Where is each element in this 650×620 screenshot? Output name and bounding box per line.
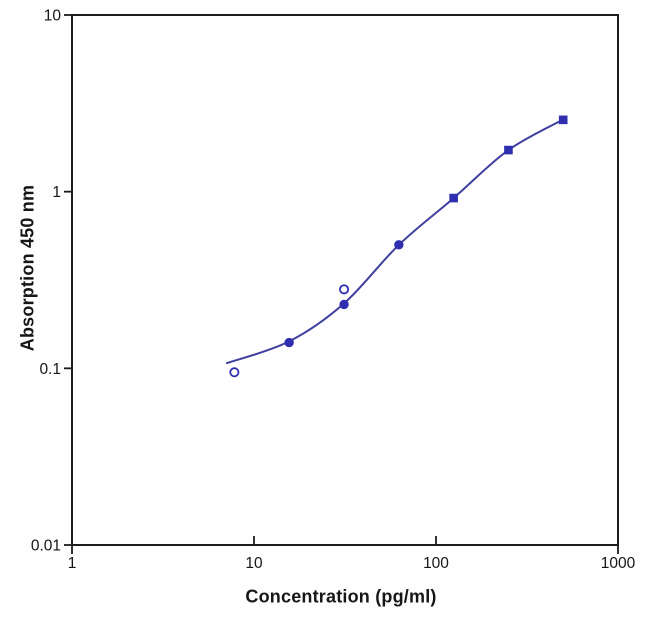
x-tick-label: 1 — [68, 555, 77, 572]
data-point-square — [558, 115, 568, 125]
data-point-square — [504, 145, 513, 155]
data-point-filled — [339, 299, 349, 310]
x-tick-label: 10 — [245, 555, 263, 572]
y-tick-label: 0.1 — [39, 361, 61, 378]
data-point-filled — [284, 337, 294, 348]
data-point-filled — [394, 240, 404, 250]
x-tick-label: 100 — [423, 555, 449, 572]
fit-curve — [225, 118, 565, 365]
data-point-open — [229, 367, 240, 378]
y-tick-label: 0.01 — [31, 538, 61, 555]
plot-frame — [71, 14, 619, 546]
data-point-square — [449, 193, 458, 203]
y-tick-label: 1 — [52, 184, 61, 201]
y-axis-title: Absorption 450 nm — [17, 184, 38, 352]
y-tick-label: 10 — [44, 8, 62, 25]
x-tick-label: 1000 — [601, 555, 636, 572]
data-point-open — [339, 284, 350, 295]
x-axis-title: Concentration (pg/ml) — [245, 586, 437, 607]
